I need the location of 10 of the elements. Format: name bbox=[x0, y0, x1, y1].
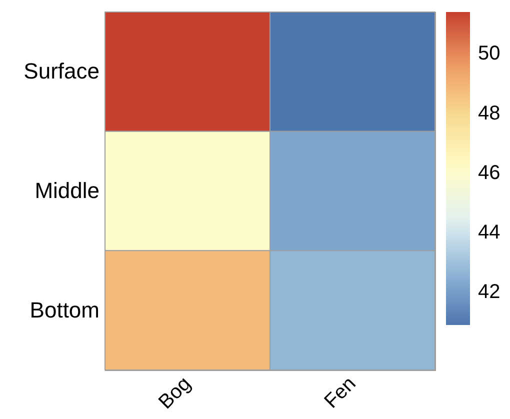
y-tick-label: Bottom bbox=[30, 297, 100, 322]
color-bar-label: 46 bbox=[478, 162, 500, 184]
y-tick-label: Surface bbox=[24, 58, 100, 84]
color-bar-label: 48 bbox=[478, 102, 500, 124]
color-bar-label: 44 bbox=[478, 222, 500, 244]
color-bar-label: 50 bbox=[478, 42, 500, 65]
y-tick-label: Middle bbox=[34, 178, 100, 203]
color-bar-label: 42 bbox=[478, 281, 500, 304]
x-tick-label: Fen bbox=[320, 372, 360, 413]
x-tick-label: Bog bbox=[154, 372, 196, 414]
